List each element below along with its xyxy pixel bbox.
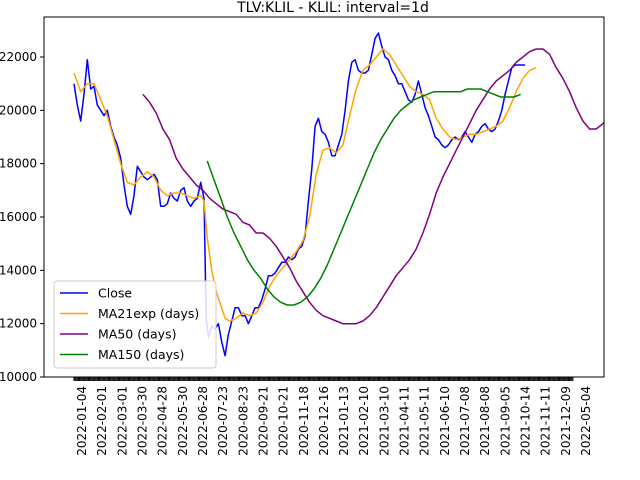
y-tick-label: 12000 [0, 317, 37, 331]
x-tick-label: 2021-05-11 [418, 386, 432, 456]
x-axis: 2022-01-04 2022-02-01 2022-03-01 2022-03-30… [73, 377, 593, 456]
y-axis: 10000 12000 14000 16000 18000 20000 22000 [0, 50, 44, 384]
x-tick-label: 2021-09-05 [498, 386, 512, 456]
x-tick-label: 2021-08-08 [478, 386, 492, 456]
x-tick-label: 2021-01-13 [337, 386, 351, 456]
y-tick-label: 10000 [0, 370, 37, 384]
x-tick-label: 2021-06-10 [438, 386, 452, 456]
x-tick-label: 2022-03-30 [135, 386, 149, 456]
y-tick-label: 22000 [0, 50, 37, 64]
x-tick-label: 2021-04-11 [398, 386, 412, 456]
y-tick-label: 16000 [0, 210, 37, 224]
x-tick-label: 2021-11-11 [539, 386, 553, 456]
y-tick-label: 20000 [0, 103, 37, 117]
series-layer [73, 32, 604, 357]
x-tick-label: 2020-12-16 [317, 386, 331, 456]
x-tick-label: 2022-05-30 [176, 386, 190, 456]
x-tick-label: 2022-02-01 [95, 386, 109, 456]
y-tick-label: 14000 [0, 263, 37, 277]
x-tick-label: 2022-03-01 [115, 386, 129, 456]
x-tick-label: 2020-09-21 [256, 386, 270, 456]
x-tick-label: 2020-08-23 [236, 386, 250, 456]
x-tick-label: 2021-12-09 [559, 386, 573, 456]
y-tick-label: 18000 [0, 157, 37, 171]
chart-title: TLV:KLIL - KLIL: interval=1d [236, 0, 429, 16]
series-line-1 [73, 48, 537, 322]
legend-label: MA150 (days) [98, 347, 184, 362]
x-tick-label: 2020-07-23 [216, 386, 230, 456]
x-tick-label: 2022-06-28 [196, 386, 210, 456]
x-tick-label: 2021-07-08 [458, 386, 472, 456]
legend: Close MA21exp (days) MA50 (days) MA150 (day… [53, 280, 217, 369]
legend-label: MA50 (days) [98, 327, 176, 342]
x-tick-label: 2020-11-18 [297, 386, 311, 456]
x-tick-label: 2020-10-21 [277, 386, 291, 456]
x-tick-label: 2022-04-28 [156, 386, 170, 456]
x-tick-label: 2022-05-04 [579, 386, 593, 456]
series-line-3 [206, 88, 521, 306]
x-tick-label: 2022-01-04 [75, 386, 89, 456]
legend-label: Close [98, 286, 132, 301]
series-line-2 [142, 48, 604, 325]
legend-box [53, 280, 217, 369]
x-tick-label: 2021-03-10 [377, 386, 391, 456]
legend-label: MA21exp (days) [98, 306, 199, 321]
x-tick-label: 2021-02-10 [357, 386, 371, 456]
x-tick-label: 2021-10-14 [519, 386, 533, 456]
